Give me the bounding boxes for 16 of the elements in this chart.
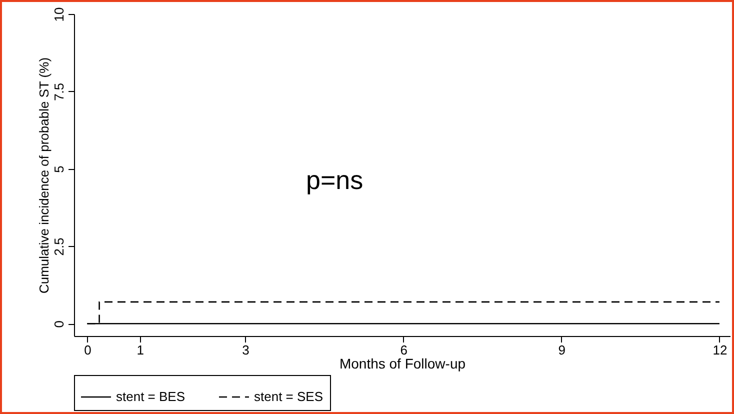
y-tick-label: 2.5 <box>52 238 66 256</box>
x-tick-label: 0 <box>84 342 92 358</box>
y-tick-label: 5 <box>52 166 66 173</box>
y-axis-title: Cumulative incidence of probable ST (%) <box>36 57 52 294</box>
x-tick-label: 1 <box>136 342 144 358</box>
legend-label: stent = BES <box>116 389 186 404</box>
annotation: p=ns <box>306 165 364 196</box>
x-tick-label: 12 <box>712 342 728 358</box>
y-tick-label: 7.5 <box>52 82 66 101</box>
x-axis-title: Months of Follow-up <box>339 356 466 372</box>
x-tick-label: 6 <box>400 342 408 358</box>
y-tick-label: 10 <box>52 7 66 22</box>
legend-label: stent = SES <box>254 389 324 404</box>
x-tick-label: 3 <box>242 342 250 358</box>
y-tick-label: 0 <box>52 320 66 328</box>
x-tick-label: 9 <box>558 342 566 358</box>
